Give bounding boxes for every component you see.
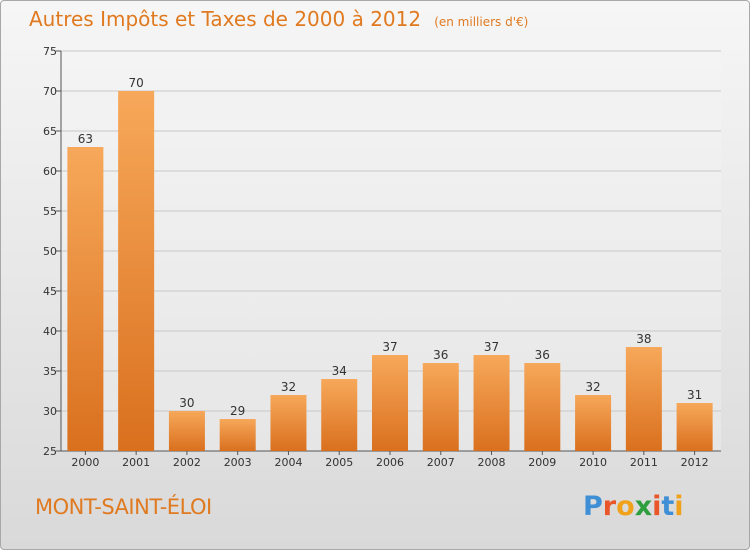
bar-value-label: 37 [382,340,397,354]
bar [321,379,358,451]
y-tick-label: 25 [43,445,57,458]
bar-value-label: 32 [281,380,296,394]
x-tick-label: 2008 [478,456,506,469]
chart-header: Autres Impôts et Taxes de 2000 à 2012 (e… [29,7,528,31]
labels: 25 30 35 40 45 50 55 60 65 70 75 63 2000 70 2001 30 2002… [43,45,709,469]
bar-value-label: 37 [484,340,499,354]
bar-value-label: 36 [433,348,448,362]
bar-value-label: 34 [332,364,347,378]
y-tick-label: 40 [43,325,57,338]
y-tick-label: 75 [43,45,57,58]
logo-letter: i [674,491,684,522]
bar-value-label: 30 [179,396,194,410]
bar [270,395,307,451]
x-tick-label: 2002 [173,456,201,469]
bar-value-label: 29 [230,404,245,418]
bar-value-label: 32 [585,380,600,394]
x-tick-label: 2012 [681,456,709,469]
bar-value-label: 38 [636,332,651,346]
y-tick-label: 45 [43,285,57,298]
x-tick-label: 2010 [579,456,607,469]
bar-value-label: 70 [129,76,144,90]
y-tick-label: 35 [43,365,57,378]
grid-lines [61,50,721,412]
place-name: MONT-SAINT-ÉLOI [35,495,212,519]
bar [219,419,256,451]
x-tick-label: 2007 [427,456,455,469]
bar [676,403,713,451]
bar-value-label: 63 [78,132,93,146]
bar-value-label: 36 [535,348,550,362]
bar [473,355,510,451]
chart-title: Autres Impôts et Taxes de 2000 à 2012 [29,7,422,31]
x-tick-label: 2006 [376,456,404,469]
logo-letter: P [583,491,603,522]
y-tick-label: 55 [43,205,57,218]
logo-letter: x [634,491,653,522]
bar [168,411,205,451]
x-tick-label: 2000 [71,456,99,469]
logo-letter: r [602,491,617,522]
bar [575,395,612,451]
x-tick-label: 2005 [325,456,353,469]
y-tick-label: 70 [43,85,57,98]
bars [67,91,713,451]
y-tick-label: 60 [43,165,57,178]
logo-letter: t [661,491,675,522]
logo-letter: i [652,491,662,522]
x-tick-label: 2011 [630,456,658,469]
bar [118,91,155,451]
bar [372,355,408,451]
bar-value-label: 31 [687,388,702,402]
bar [625,347,662,451]
proxiti-logo: Proxiti [583,491,684,522]
y-tick-label: 30 [43,405,57,418]
bar [422,363,459,451]
x-tick-label: 2003 [224,456,252,469]
logo-letter: o [616,491,635,522]
x-tick-label: 2001 [122,456,150,469]
chart-unit: (en milliers d'€) [434,15,529,29]
y-tick-label: 65 [43,125,57,138]
bar [67,147,104,451]
x-tick-label: 2009 [528,456,556,469]
bar [524,363,561,451]
x-tick-label: 2004 [274,456,302,469]
y-tick-label: 50 [43,245,57,258]
